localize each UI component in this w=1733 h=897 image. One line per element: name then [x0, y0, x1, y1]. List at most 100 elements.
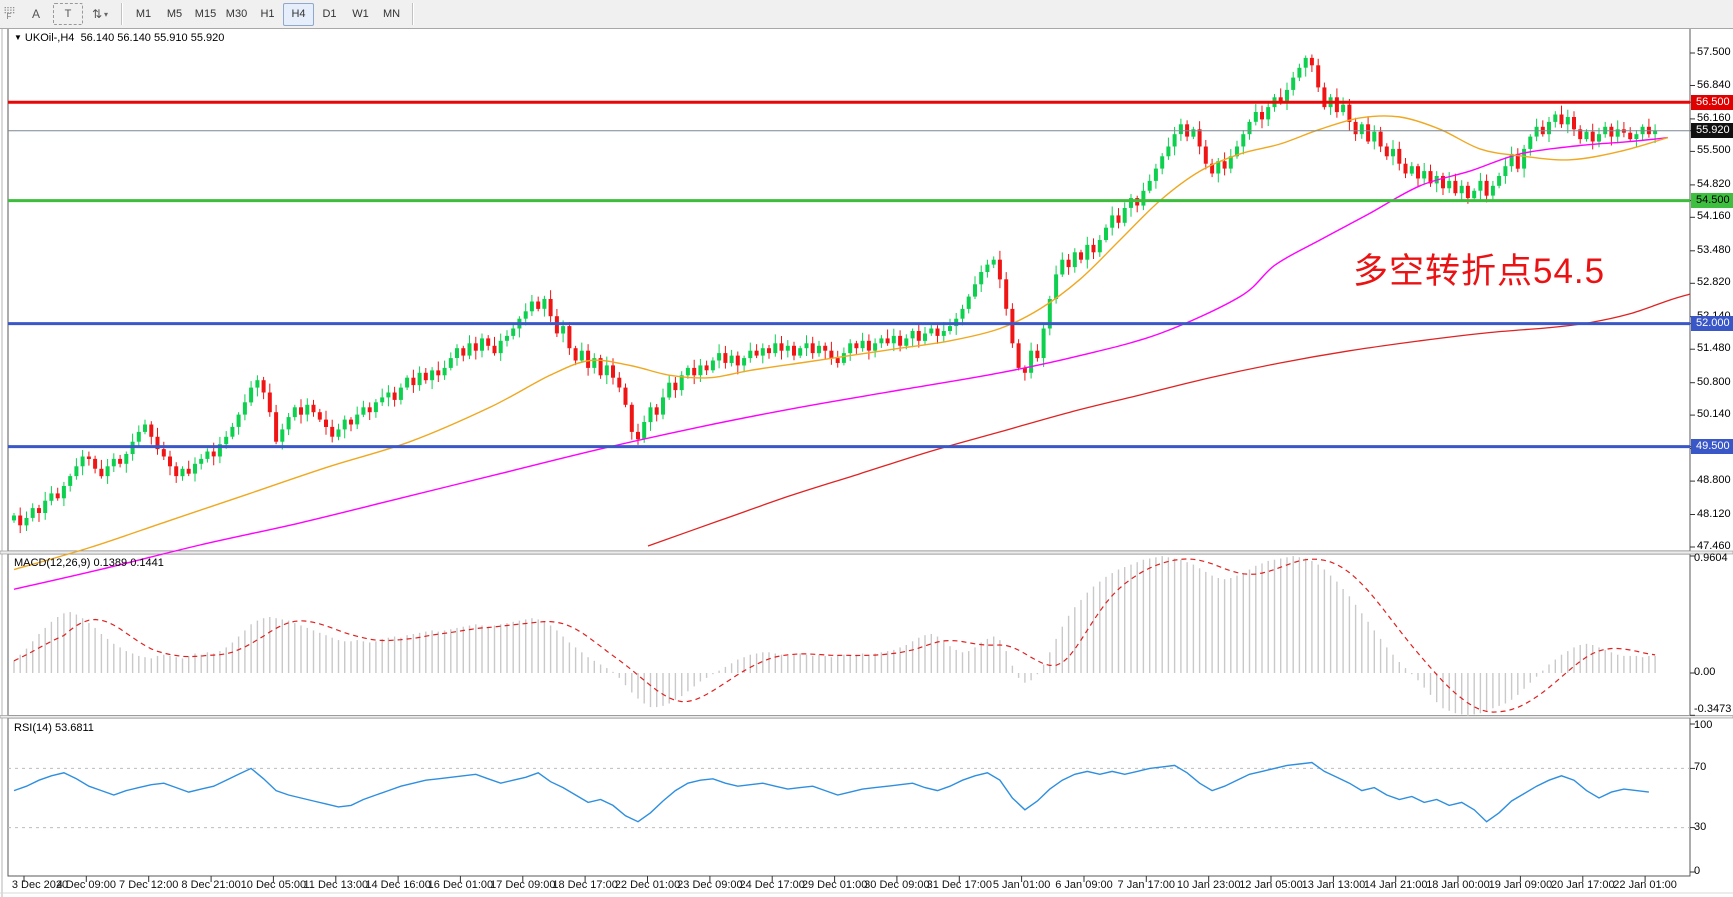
- time-axis-label[interactable]: 19 Jan 09:00: [1488, 879, 1553, 891]
- price-axis-label[interactable]: 56.160: [1697, 111, 1731, 124]
- time-axis-label[interactable]: 10 Jan 23:00: [1176, 879, 1241, 891]
- time-axis-label[interactable]: 29 Dec 01:00: [801, 879, 868, 891]
- time-axis-label[interactable]: 3 Dec 2020: [11, 879, 69, 891]
- toolbar-separator: [412, 3, 414, 25]
- price-axis-label[interactable]: 55.500: [1697, 144, 1731, 157]
- price-axis-label[interactable]: 51.480: [1697, 342, 1731, 355]
- time-axis-label[interactable]: 5 Jan 01:00: [992, 879, 1051, 891]
- cursor-select-icon[interactable]: A: [31, 7, 40, 21]
- rsi-scale-100: 100: [1694, 719, 1713, 731]
- crosshair-arrows-icon[interactable]: ⇅ ▾: [85, 3, 115, 25]
- price-axis-label[interactable]: 52.820: [1697, 276, 1731, 289]
- macd-histogram: [13, 556, 1656, 716]
- pane-frame: [7, 717, 1691, 877]
- price-axis-label[interactable]: 47.460: [1697, 540, 1731, 552]
- price-axis-label[interactable]: 48.800: [1697, 474, 1731, 487]
- timeframe-button-m15[interactable]: M15: [194, 8, 217, 20]
- timeframe-button-m30[interactable]: M30: [225, 8, 248, 20]
- pane-splitter[interactable]: [0, 715, 1733, 719]
- timeframe-button-group: M1 M5 M15 M30 H1 H4 D1 W1 MN: [128, 2, 407, 26]
- price-badge-55.920: 55.920: [1691, 123, 1733, 139]
- collapse-chart-icon[interactable]: ▼: [14, 33, 22, 42]
- time-axis-label[interactable]: 7 Jan 17:00: [1117, 879, 1176, 891]
- time-axis-label[interactable]: 4 Dec 09:00: [56, 879, 116, 891]
- symbol-period-label: UKOil-,H4: [24, 32, 75, 44]
- price-axis-label[interactable]: 54.160: [1697, 210, 1731, 223]
- ohlc-close: 55.920: [190, 32, 225, 44]
- arrows-glyph: ⇅: [91, 7, 103, 21]
- macd-main-value: 0.1389: [93, 557, 128, 569]
- ohlc-open: 56.140: [80, 32, 115, 44]
- timeframe-button-h1[interactable]: H1: [260, 8, 275, 20]
- toolbar-grip-icon[interactable]: ⠿⠿ F: [2, 5, 16, 23]
- price-axis-label[interactable]: 50.800: [1697, 375, 1731, 388]
- rsi-name: RSI(14): [14, 722, 52, 734]
- time-axis-label[interactable]: 14 Jan 21:00: [1363, 879, 1428, 891]
- rsi-line: [13, 761, 1649, 823]
- timeframe-button-m5[interactable]: M5: [166, 8, 183, 20]
- time-axis-label[interactable]: 6 Jan 09:00: [1055, 879, 1113, 891]
- macd-scale-max: 0.9604: [1694, 552, 1728, 564]
- rsi-indicator-label: RSI(14) 53.6811: [14, 722, 94, 734]
- macd-name: MACD(12,26,9): [14, 557, 91, 569]
- dropdown-caret-icon: ▾: [104, 9, 109, 19]
- time-axis-label[interactable]: 22 Jan 01:00: [1613, 879, 1677, 891]
- pane-frame: [7, 27, 1691, 552]
- time-axis-label[interactable]: 20 Jan 17:00: [1550, 879, 1615, 891]
- time-axis-label[interactable]: 16 Dec 01:00: [427, 879, 494, 891]
- macd-signal-value: 0.1441: [130, 557, 164, 569]
- pane-frame: [7, 553, 1691, 716]
- time-axis-label[interactable]: 18 Dec 17:00: [552, 879, 618, 891]
- toolbar-separator: [121, 3, 123, 25]
- time-axis-label[interactable]: 11 Dec 13:00: [303, 879, 369, 891]
- time-axis-label[interactable]: 30 Dec 09:00: [864, 879, 930, 891]
- time-axis-label[interactable]: 22 Dec 01:00: [614, 879, 681, 891]
- timeframe-button-w1[interactable]: W1: [352, 8, 369, 20]
- price-axis-label[interactable]: 48.120: [1697, 507, 1731, 520]
- time-axis-label[interactable]: 14 Dec 16:00: [365, 879, 431, 891]
- time-axis-label[interactable]: 13 Jan 13:00: [1301, 879, 1366, 891]
- ohlc-low: 55.910: [154, 32, 188, 44]
- time-axis-label[interactable]: 31 Dec 17:00: [926, 879, 993, 891]
- macd-indicator-label: MACD(12,26,9) 0.1389 0.1441: [14, 557, 164, 569]
- toolbar-grip-label: F: [6, 12, 12, 21]
- ma-fast-orange-line: [13, 115, 1669, 571]
- price-axis-label[interactable]: 53.480: [1697, 243, 1731, 256]
- price-axis-label[interactable]: 57.500: [1697, 46, 1731, 58]
- ma-mid-magenta-line: [13, 136, 1669, 590]
- rsi-scale-0: 0: [1694, 865, 1701, 877]
- time-axis-label[interactable]: 18 Jan 00:00: [1426, 879, 1490, 891]
- rsi-value: 53.6811: [54, 722, 94, 734]
- macd-scale-min: -0.3473: [1694, 703, 1732, 715]
- price-badge-52.000: 52.000: [1691, 316, 1733, 332]
- price-axis-label[interactable]: 50.140: [1697, 408, 1731, 421]
- top-toolbar: ⠿⠿ F A T ⇅ ▾ M1 M5 M15 M30 H1 H4 D1 W1 MN: [0, 0, 1733, 29]
- price-axis-label[interactable]: 56.840: [1697, 78, 1731, 91]
- timeframe-button-d1[interactable]: D1: [322, 8, 337, 20]
- chart-annotation-text: 多空转折点54.5: [1353, 252, 1606, 291]
- price-badge-56.500: 56.500: [1691, 94, 1733, 110]
- timeframe-button-m1[interactable]: M1: [135, 8, 152, 20]
- price-axis-label[interactable]: 54.820: [1697, 177, 1731, 190]
- pane-splitter[interactable]: [0, 550, 1733, 555]
- time-axis-label[interactable]: 17 Dec 09:00: [490, 879, 556, 891]
- time-axis-label[interactable]: 8 Dec 21:00: [181, 879, 241, 891]
- time-axis-label[interactable]: 10 Dec 05:00: [240, 879, 307, 891]
- macd-scale-zero: 0.00: [1694, 666, 1716, 678]
- timeframe-button-mn[interactable]: MN: [382, 8, 401, 20]
- rsi-scale-70: 70: [1694, 761, 1707, 774]
- chart-title: ▼ UKOil-,H4 56.140 56.140 55.910 55.920: [14, 32, 224, 44]
- ohlc-high: 56.140: [117, 32, 151, 44]
- price-badge-49.500: 49.500: [1691, 439, 1733, 455]
- text-tool-icon[interactable]: T: [53, 3, 83, 25]
- time-axis-label[interactable]: 23 Dec 09:00: [677, 879, 743, 891]
- time-axis-label[interactable]: 7 Dec 12:00: [119, 879, 179, 891]
- candlestick-series: [12, 54, 1658, 534]
- macd-signal-line: [13, 558, 1656, 713]
- rsi-scale-30: 30: [1694, 820, 1707, 833]
- time-axis-label[interactable]: 24 Dec 17:00: [739, 879, 805, 891]
- timeframe-button-h4[interactable]: H4: [283, 2, 314, 26]
- time-axis-label[interactable]: 12 Jan 05:00: [1239, 879, 1303, 891]
